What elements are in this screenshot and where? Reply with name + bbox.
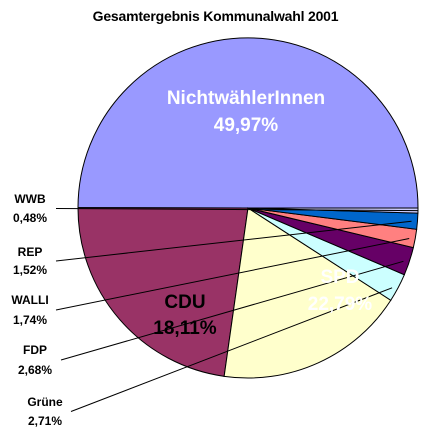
leader-line-wwb [55,208,419,212]
slice-value-spd: 22,79% [308,294,373,315]
slice-label-spd: SPD [320,267,359,288]
slice-label-cdu: CDU [164,292,205,313]
slice-value-rep: 1,52% [13,263,47,277]
slice-value-wwb: 0,48% [13,211,47,225]
slice-value-nichtwaehlerinnen: 49,97% [214,115,279,136]
leader-line-fdp [60,260,404,361]
chart-title: Gesamtergebnis Kommunalwahl 2001 [92,8,339,24]
slice-label-fdp: FDP [23,343,47,357]
slice-value-walli: 1,74% [13,313,47,327]
pie-slice-spd [77,207,249,377]
slice-label-rep: REP [18,245,43,259]
slice-label-nichtwaehlerinnen: NichtwählerInnen [167,88,325,109]
slice-label-walli: WALLI [11,293,48,307]
slice-value-cdu: 18,11% [153,318,216,339]
slice-value-gruene: 2,71% [28,414,62,428]
leader-line-gruene [70,287,393,412]
leader-line-walli [55,238,410,311]
pie-slice-nichtwaehlerinnen [77,37,419,209]
leader-line-rep [55,220,412,262]
slice-label-wwb: WWB [14,192,46,206]
slice-value-fdp: 2,68% [18,363,52,377]
labels-layer: NichtwählerInnen 49,97% SPD 22,79% CDU 18,11%… [11,88,372,428]
slices-layer [77,37,419,379]
slice-label-gruene: Grüne [27,395,63,409]
leader-lines-layer [55,208,419,412]
pie-slice-cdu [223,207,392,379]
